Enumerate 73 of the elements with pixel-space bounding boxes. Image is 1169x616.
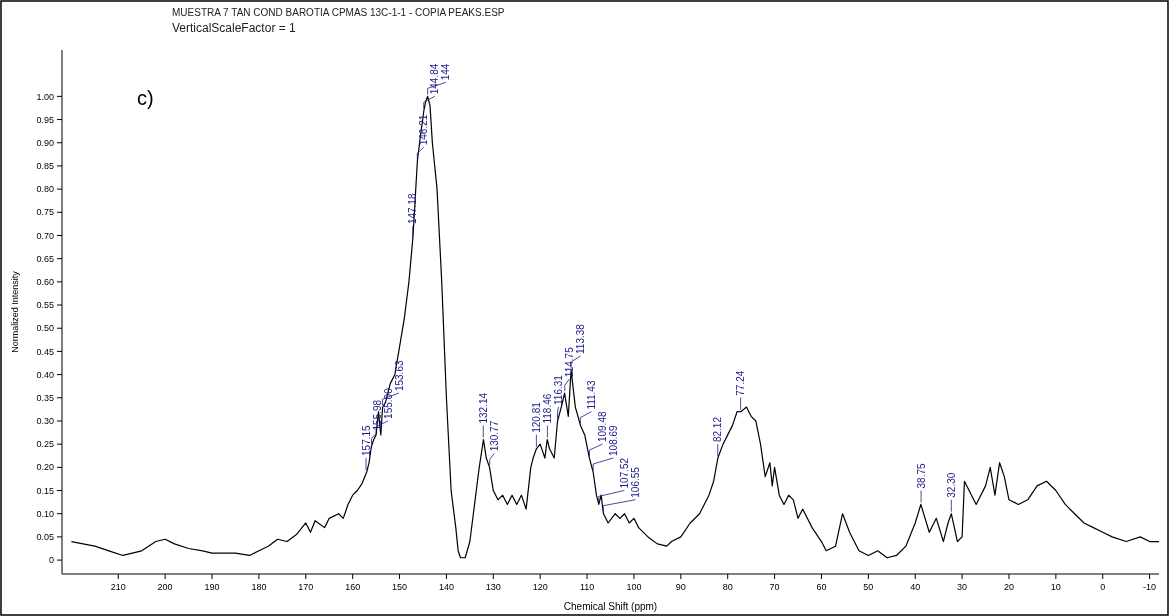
y-tick-label: 0.55 <box>36 300 54 311</box>
annotation: 155.98 <box>371 399 383 431</box>
annotation: 157.15 <box>360 424 372 456</box>
y-tick-label: 0.25 <box>36 439 54 450</box>
x-tick-label: 140 <box>438 582 454 592</box>
x-tick-label: 170 <box>298 582 314 592</box>
x-tick-label: 180 <box>251 582 267 592</box>
annotation: 116.31 <box>552 374 564 405</box>
y-tick-label: 0.95 <box>36 114 54 125</box>
x-tick-label: 160 <box>345 582 361 592</box>
y-axis-title: Normalized Intensity <box>10 270 20 353</box>
x-tick-label: 80 <box>722 582 733 592</box>
y-tick-label: 0.65 <box>36 253 54 264</box>
y-tick-label: 0.20 <box>36 462 54 473</box>
x-tick-label: 190 <box>204 582 220 592</box>
annotation: c) <box>137 87 154 109</box>
annotation: 108.69 <box>607 424 619 456</box>
annotation: 155.00 <box>382 387 394 419</box>
y-tick-label: 0.80 <box>36 184 54 195</box>
annotation: 113.38 <box>574 323 586 354</box>
annotation: 130.77 <box>488 420 500 452</box>
x-tick-label: 200 <box>157 582 173 592</box>
y-tick-label: 0.05 <box>36 532 54 543</box>
chart-title: MUESTRA 7 TAN COND BAROTIA CPMAS 13C-1-1 - COPIA PEAKS.ESP <box>172 7 505 18</box>
annotation: 144.84 <box>429 63 441 95</box>
annotation: 106.55 <box>629 466 641 498</box>
y-tick-label: 0.35 <box>36 392 54 403</box>
x-tick-label: 120 <box>532 582 548 592</box>
y-tick-label: 0.90 <box>36 137 54 148</box>
y-tick-label: 0.15 <box>36 485 54 496</box>
x-axis-title: Chemical Shift (ppm) <box>563 601 658 612</box>
annotation: 147.18 <box>407 193 419 225</box>
x-tick-label: 70 <box>769 582 780 592</box>
annotation: 132.14 <box>477 392 489 424</box>
x-tick-label: 90 <box>675 582 686 592</box>
chart-subtitle: VerticalScaleFactor = 1 <box>172 21 297 35</box>
x-tick-label: 60 <box>816 582 827 592</box>
x-tick-label: 150 <box>392 582 408 592</box>
x-tick-label: 210 <box>110 582 126 592</box>
annotation: 146.21 <box>418 114 430 146</box>
annotation: 77.24 <box>735 370 747 396</box>
x-tick-label: 100 <box>626 582 642 592</box>
y-tick-label: 0.10 <box>36 508 54 519</box>
y-tick-label: 0.50 <box>36 323 54 334</box>
x-tick-label: 20 <box>1003 582 1014 592</box>
y-tick-label: 0.40 <box>36 369 54 380</box>
y-tick-label: 0.60 <box>36 277 54 288</box>
annotation: 82.12 <box>712 416 724 443</box>
annotation: 111.43 <box>585 380 597 410</box>
annotation: 120.81 <box>530 401 542 433</box>
annotation: 107.52 <box>618 457 630 489</box>
x-tick-label: 40 <box>910 582 921 592</box>
y-tick-label: 0.45 <box>36 346 54 357</box>
annotation: 32.30 <box>945 472 957 498</box>
y-tick-label: 0.70 <box>36 230 54 241</box>
annotation: 114.75 <box>563 346 575 378</box>
y-tick-label: 0.85 <box>36 161 54 172</box>
x-tick-label: 0 <box>1100 582 1106 592</box>
annotation: 153.63 <box>393 360 405 392</box>
y-tick-label: 1.00 <box>36 91 54 102</box>
x-tick-label: 30 <box>957 582 968 592</box>
y-tick-label: 0.75 <box>36 207 54 218</box>
x-tick-label: 130 <box>485 582 501 592</box>
y-tick-label: 0 <box>48 555 54 566</box>
x-tick-label: -10 <box>1143 582 1157 592</box>
x-tick-label: 10 <box>1050 582 1061 592</box>
annotation: 118.46 <box>541 393 553 424</box>
x-tick-label: 50 <box>863 582 874 592</box>
annotation: 38.75 <box>915 462 927 489</box>
y-tick-label: 0.30 <box>36 416 54 427</box>
x-tick-label: 110 <box>579 582 595 592</box>
annotation: 144 <box>440 63 452 81</box>
annotation: 109.48 <box>596 411 608 443</box>
